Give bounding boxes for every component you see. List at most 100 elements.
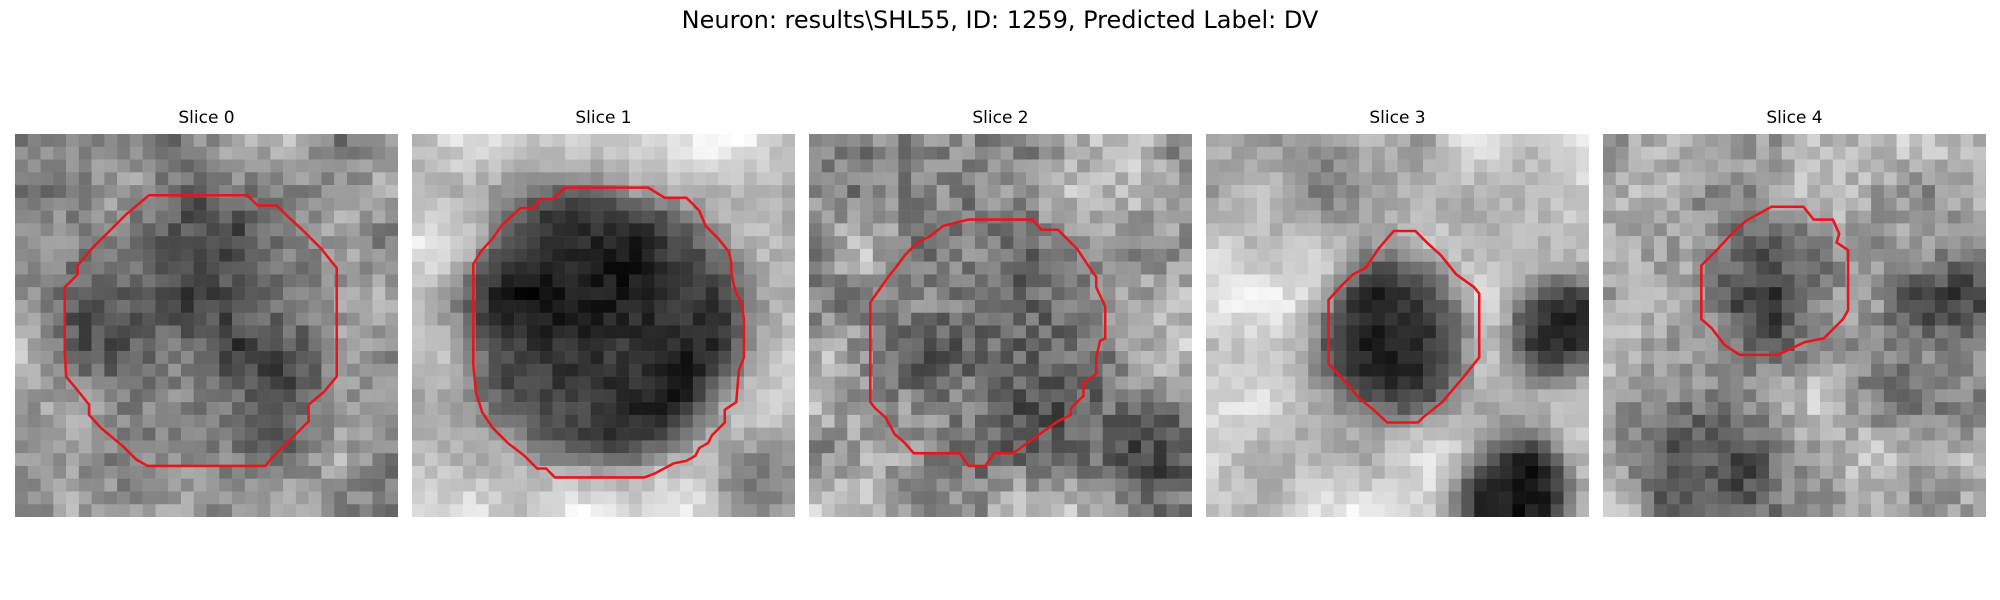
image-pixel — [680, 223, 694, 237]
image-pixel — [1206, 402, 1220, 416]
image-pixel — [1743, 376, 1757, 390]
image-pixel — [1550, 465, 1564, 479]
image-pixel — [1973, 504, 1986, 517]
image-pixel — [1346, 248, 1360, 262]
image-pixel — [104, 312, 118, 326]
image-pixel — [962, 478, 976, 492]
image-pixel — [437, 287, 451, 301]
image-pixel — [321, 338, 335, 352]
image-pixel — [1179, 223, 1192, 237]
image-pixel — [1628, 376, 1642, 390]
image-pixel — [1486, 146, 1500, 160]
image-pixel — [629, 504, 643, 517]
image-pixel — [667, 261, 681, 275]
image-pixel — [1768, 427, 1782, 441]
image-pixel — [1781, 159, 1795, 173]
image-pixel — [974, 504, 988, 517]
image-pixel — [1922, 414, 1936, 428]
image-pixel — [987, 504, 1001, 517]
image-pixel — [1077, 338, 1091, 352]
image-pixel — [424, 274, 438, 288]
image-pixel — [359, 363, 373, 377]
image-pixel — [1218, 274, 1232, 288]
image-pixel — [1576, 478, 1589, 492]
image-pixel — [1679, 172, 1693, 186]
image-pixel — [1705, 453, 1719, 467]
image-pixel — [346, 427, 360, 441]
image-pixel — [577, 402, 591, 416]
image-pixel — [257, 440, 271, 454]
image-pixel — [1333, 376, 1347, 390]
slice-image — [15, 134, 398, 517]
image-pixel — [1153, 351, 1167, 365]
image-pixel — [1871, 185, 1885, 199]
image-pixel — [244, 453, 258, 467]
image-pixel — [1140, 134, 1154, 148]
image-pixel — [1038, 338, 1052, 352]
image-pixel — [257, 376, 271, 390]
image-pixel — [769, 197, 783, 211]
image-pixel — [1717, 389, 1731, 403]
image-pixel — [308, 159, 322, 173]
image-pixel — [1603, 261, 1617, 275]
image-pixel — [565, 376, 579, 390]
image-pixel — [1064, 287, 1078, 301]
image-pixel — [949, 402, 963, 416]
image-pixel — [1717, 351, 1731, 365]
image-pixel — [860, 402, 874, 416]
image-pixel — [1845, 338, 1859, 352]
image-pixel — [385, 185, 398, 199]
image-pixel — [1140, 146, 1154, 160]
image-pixel — [27, 261, 41, 275]
image-pixel — [1603, 402, 1617, 416]
image-pixel — [1512, 261, 1526, 275]
image-pixel — [1089, 236, 1103, 250]
image-pixel — [232, 159, 246, 173]
image-pixel — [680, 236, 694, 250]
image-pixel — [1064, 299, 1078, 313]
image-pixel — [1397, 427, 1411, 441]
image-pixel — [1563, 299, 1577, 313]
image-pixel — [1576, 210, 1589, 224]
image-pixel — [1295, 287, 1309, 301]
image-pixel — [334, 440, 348, 454]
image-pixel — [552, 159, 566, 173]
image-pixel — [1013, 504, 1027, 517]
image-pixel — [15, 351, 29, 365]
image-pixel — [321, 172, 335, 186]
image-pixel — [987, 261, 1001, 275]
image-pixel — [782, 236, 795, 250]
image-pixel — [244, 248, 258, 262]
image-pixel — [104, 134, 118, 148]
image-pixel — [1781, 223, 1795, 237]
image-pixel — [412, 248, 426, 262]
image-pixel — [463, 197, 477, 211]
image-pixel — [1295, 134, 1309, 148]
image-pixel — [1346, 414, 1360, 428]
image-pixel — [1525, 325, 1539, 339]
image-pixel — [1781, 325, 1795, 339]
image-pixel — [142, 146, 156, 160]
image-pixel — [616, 453, 630, 467]
image-pixel — [821, 465, 835, 479]
image-pixel — [295, 197, 309, 211]
image-pixel — [616, 478, 630, 492]
image-pixel — [1346, 465, 1360, 479]
image-pixel — [1244, 325, 1258, 339]
image-pixel — [283, 248, 297, 262]
slice-image — [1603, 134, 1986, 517]
image-pixel — [40, 427, 54, 441]
image-pixel — [1269, 491, 1283, 505]
image-pixel — [718, 376, 732, 390]
image-pixel — [809, 453, 823, 467]
image-pixel — [1115, 172, 1129, 186]
image-pixel — [1909, 287, 1923, 301]
image-pixel — [1960, 287, 1974, 301]
image-pixel — [66, 236, 80, 250]
image-pixel — [1295, 312, 1309, 326]
image-pixel — [809, 504, 823, 517]
image-pixel — [1346, 236, 1360, 250]
image-pixel — [1038, 504, 1052, 517]
image-pixel — [911, 427, 925, 441]
image-pixel — [1013, 351, 1027, 365]
